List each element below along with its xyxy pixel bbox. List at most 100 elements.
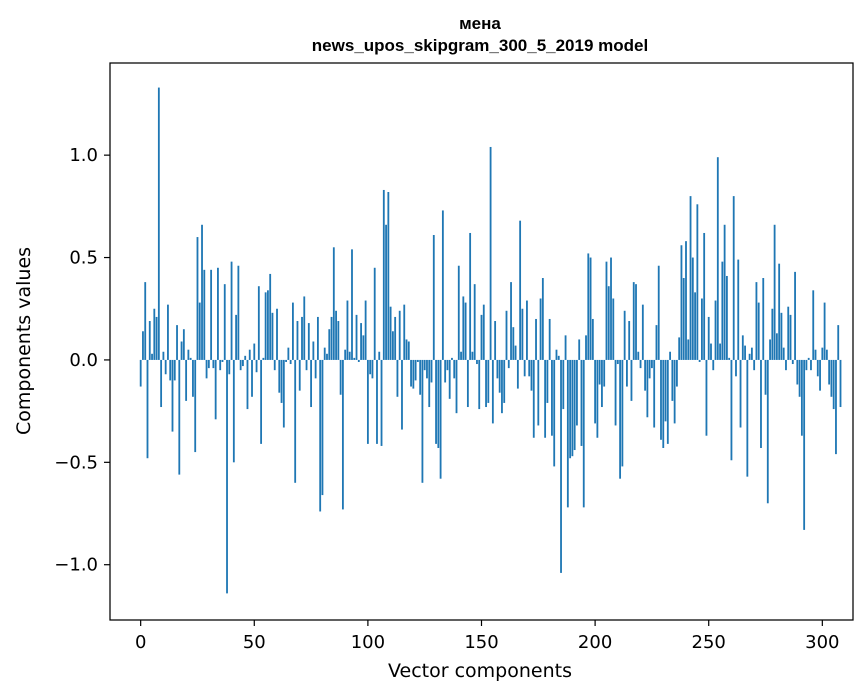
bar xyxy=(439,359,442,479)
bar xyxy=(296,321,299,360)
bar xyxy=(239,359,242,371)
bar xyxy=(739,359,742,428)
bar xyxy=(403,304,406,360)
bar xyxy=(391,331,394,360)
bar xyxy=(346,300,349,360)
bar xyxy=(660,359,662,440)
bar xyxy=(526,300,528,360)
bar xyxy=(335,310,337,360)
bar xyxy=(680,245,683,360)
bar xyxy=(201,224,203,360)
bar xyxy=(628,321,631,360)
y-tick-label: 0.0 xyxy=(69,350,98,371)
bar xyxy=(655,325,658,360)
bar xyxy=(576,359,578,426)
bar xyxy=(512,327,515,360)
bar xyxy=(303,296,306,360)
bar xyxy=(389,306,392,360)
bar xyxy=(837,325,840,360)
bar xyxy=(466,359,469,408)
bar xyxy=(260,359,263,444)
bar xyxy=(728,357,731,360)
bar xyxy=(176,325,178,360)
bar xyxy=(273,359,276,371)
bar xyxy=(228,359,231,375)
bar xyxy=(616,359,619,365)
bar xyxy=(548,318,551,360)
bar xyxy=(428,359,431,408)
bar xyxy=(146,359,149,459)
bar xyxy=(457,265,460,360)
bar xyxy=(673,359,676,424)
bar xyxy=(764,359,767,395)
bar xyxy=(280,359,283,403)
bar xyxy=(330,316,333,360)
bar xyxy=(707,316,710,360)
bar xyxy=(557,355,560,360)
bar xyxy=(830,359,833,397)
bar xyxy=(366,359,369,444)
bar xyxy=(217,267,219,360)
bar xyxy=(669,351,671,360)
bar xyxy=(637,351,640,360)
bar xyxy=(587,253,590,360)
bar xyxy=(278,359,281,393)
bar xyxy=(775,333,778,360)
bar xyxy=(494,321,497,360)
bar xyxy=(321,359,324,496)
bar xyxy=(232,359,235,463)
bar xyxy=(242,359,244,367)
bar xyxy=(796,359,799,385)
bar xyxy=(289,359,292,365)
bar xyxy=(185,359,188,401)
bar xyxy=(194,359,197,453)
bar xyxy=(305,359,308,371)
bar xyxy=(632,282,635,360)
bar xyxy=(192,359,194,397)
bar xyxy=(605,261,608,360)
bar xyxy=(360,323,362,360)
bar xyxy=(139,359,142,387)
bar xyxy=(207,359,210,369)
bar xyxy=(719,343,721,360)
x-tick-label: 100 xyxy=(351,632,385,653)
bar xyxy=(555,349,558,360)
bar xyxy=(516,359,519,389)
bar xyxy=(819,359,821,391)
bar xyxy=(814,349,817,360)
bar xyxy=(635,284,637,360)
bar xyxy=(473,284,476,360)
bar xyxy=(610,257,612,360)
bar xyxy=(730,359,733,461)
bar xyxy=(607,286,610,360)
bar xyxy=(246,359,249,410)
bar xyxy=(771,308,774,360)
bar xyxy=(482,304,485,360)
bar xyxy=(594,359,597,424)
bar xyxy=(357,359,360,362)
bar xyxy=(601,359,603,408)
bar xyxy=(353,357,356,360)
bar xyxy=(157,87,160,360)
bar xyxy=(810,359,812,371)
bar xyxy=(812,290,815,360)
bar xyxy=(476,359,478,365)
bar xyxy=(189,357,192,360)
bar xyxy=(760,359,762,448)
bar xyxy=(662,359,665,448)
bar xyxy=(700,298,703,360)
bar xyxy=(262,357,265,360)
bar xyxy=(385,224,387,360)
bar xyxy=(580,359,583,446)
bar xyxy=(198,302,201,360)
bar xyxy=(435,359,437,444)
bar xyxy=(496,359,499,379)
bar xyxy=(769,339,771,360)
bar xyxy=(285,359,287,362)
bar xyxy=(144,282,147,360)
bar xyxy=(725,275,728,360)
bar xyxy=(441,210,444,360)
bar xyxy=(537,359,540,426)
bar xyxy=(532,359,535,438)
bar xyxy=(646,359,649,418)
